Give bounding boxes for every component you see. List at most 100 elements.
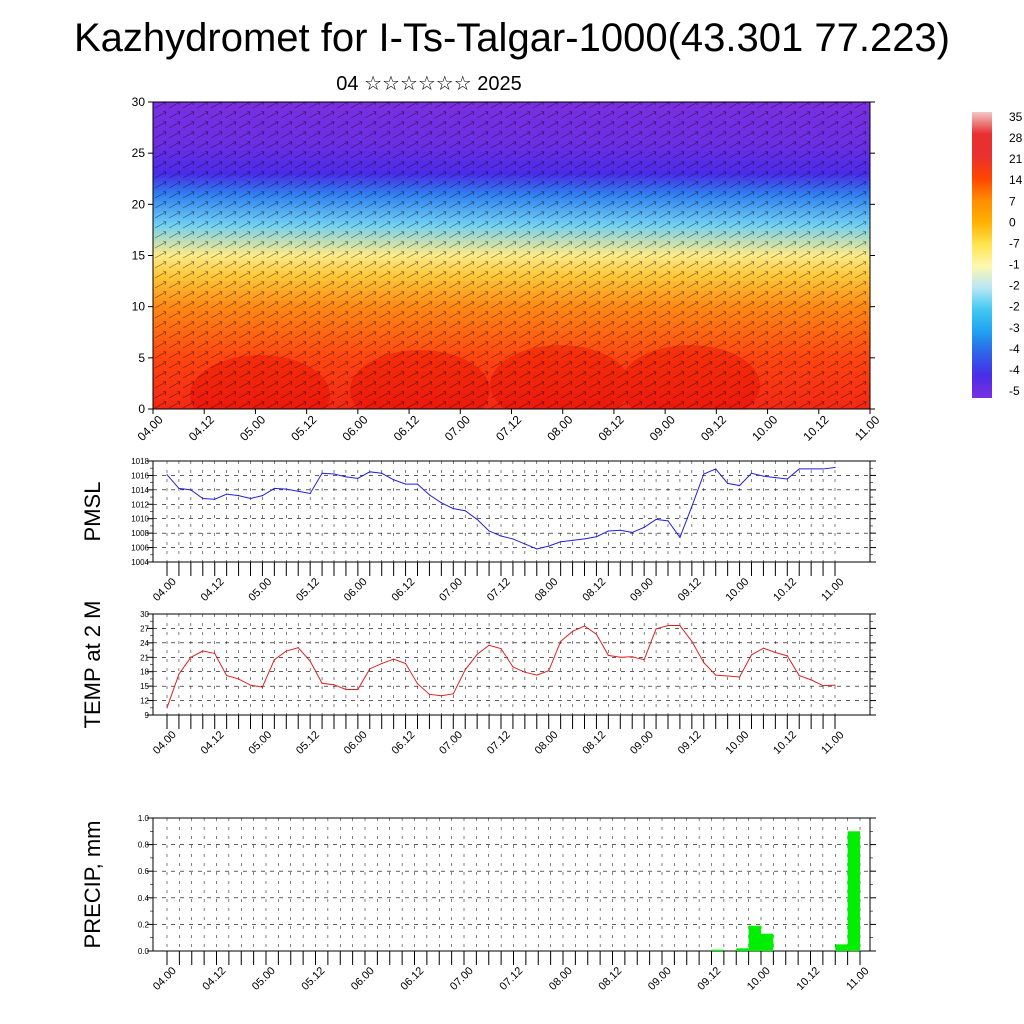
data-point <box>428 494 431 496</box>
data-point <box>560 541 562 543</box>
data-point <box>309 492 311 495</box>
data-point <box>655 628 657 630</box>
data-point <box>762 647 765 649</box>
data-point <box>333 684 335 686</box>
data-point <box>715 674 717 676</box>
x-tick-label: 07.00 <box>448 965 476 993</box>
y-tick-label: 5 <box>138 351 145 365</box>
data-point <box>810 468 812 470</box>
x-tick-label: 09.00 <box>647 412 678 443</box>
colorbar-label: -4 <box>1009 363 1020 377</box>
data-point <box>691 505 693 508</box>
data-point <box>404 483 407 485</box>
x-tick-label: 10.00 <box>723 729 751 757</box>
y-tick-label: 1016 <box>131 471 149 480</box>
data-point <box>214 498 216 500</box>
x-tick-label: 10.12 <box>794 965 822 993</box>
precip-bar <box>736 948 749 951</box>
x-tick-label: 08.12 <box>580 729 608 757</box>
data-point <box>237 495 240 497</box>
y-tick-label: 1004 <box>131 558 149 567</box>
data-point <box>786 478 788 480</box>
x-tick-label: 09.12 <box>676 576 704 604</box>
x-tick-label: 04.00 <box>151 965 179 993</box>
x-tick-label: 08.12 <box>580 576 608 604</box>
data-point <box>464 510 466 512</box>
precip-bar <box>761 933 774 951</box>
data-point <box>631 531 633 534</box>
data-point <box>333 473 335 475</box>
data-point <box>703 473 705 475</box>
data-point <box>762 475 765 477</box>
y-tick-label: 15 <box>132 249 146 263</box>
data-point <box>309 660 311 662</box>
data-point <box>631 656 633 658</box>
panel-pmsl: 1004 1006 1008 1010 1012 1014 1016 1018 04.00 04.… <box>80 457 876 604</box>
x-tick-label: 07.12 <box>497 965 525 993</box>
x-tick-label: 11.00 <box>852 413 883 444</box>
x-tick-label: 09.12 <box>698 412 729 443</box>
data-point <box>452 508 454 510</box>
data-point <box>321 682 323 684</box>
data-point <box>560 640 562 643</box>
x-tick-label: 07.00 <box>437 729 465 757</box>
x-tick-label: 05.12 <box>294 729 322 757</box>
data-point <box>393 658 395 660</box>
data-point <box>667 520 669 522</box>
y-axis-label: PRECIP, mm <box>80 821 105 949</box>
y-tick-label: 27 <box>140 624 149 633</box>
data-point <box>500 648 502 650</box>
x-tick-label: 09.12 <box>676 729 704 757</box>
data-point <box>536 548 538 550</box>
data-point <box>476 653 478 656</box>
data-point <box>774 651 776 654</box>
data-point <box>261 686 264 688</box>
colorbar-label: -7 <box>1009 236 1020 250</box>
x-tick-label: 06.12 <box>398 965 426 993</box>
data-point <box>607 530 609 532</box>
data-point <box>202 650 204 652</box>
x-tick-label: 09.12 <box>695 965 723 993</box>
data-point <box>345 476 347 478</box>
y-tick-label: 18 <box>140 668 149 677</box>
data-point <box>727 482 729 484</box>
y-tick-label: 1.0 <box>138 814 150 823</box>
x-tick-label: 07.12 <box>485 729 513 757</box>
x-tick-label: 06.12 <box>391 412 422 443</box>
y-tick-label: 0.2 <box>138 920 150 929</box>
wind-barbs <box>153 102 870 409</box>
y-axis-label: PMSL <box>80 482 105 542</box>
data-point <box>226 493 228 495</box>
data-point <box>202 497 204 500</box>
x-tick-label: 08.00 <box>533 729 561 757</box>
data-point <box>428 693 431 695</box>
data-point <box>178 487 180 490</box>
y-tick-label: 0.6 <box>138 867 150 876</box>
panel-frame <box>152 817 871 952</box>
data-point <box>667 624 669 627</box>
data-point <box>798 674 800 677</box>
panel-temp-at-2-m: 9 12 15 18 21 24 27 30 04.00 04.12 05.00 05.12 06.00… <box>80 601 876 757</box>
data-point <box>226 674 228 677</box>
data-point <box>595 536 598 538</box>
data-point <box>357 688 359 691</box>
x-tick-label: 06.00 <box>339 412 370 443</box>
data-point <box>488 530 490 532</box>
y-axis-label: TEMP at 2 M <box>80 601 105 729</box>
data-point <box>571 539 574 541</box>
x-tick-label: 11.00 <box>844 965 871 992</box>
x-tick-label: 09.00 <box>646 965 674 993</box>
data-point <box>524 671 526 673</box>
y-tick-label: 9 <box>145 711 150 720</box>
data-point <box>488 644 490 646</box>
y-tick-label: 0 <box>138 402 145 416</box>
data-point <box>393 479 395 481</box>
x-tick-label: 06.00 <box>342 576 370 604</box>
data-point <box>476 518 478 521</box>
x-tick-label: 08.00 <box>533 576 561 604</box>
data-point <box>321 472 323 474</box>
data-point <box>655 518 657 521</box>
data-point <box>571 630 574 632</box>
chart-title: Kazhydromet for I-Ts-Talgar-1000(43.301 … <box>73 16 950 60</box>
